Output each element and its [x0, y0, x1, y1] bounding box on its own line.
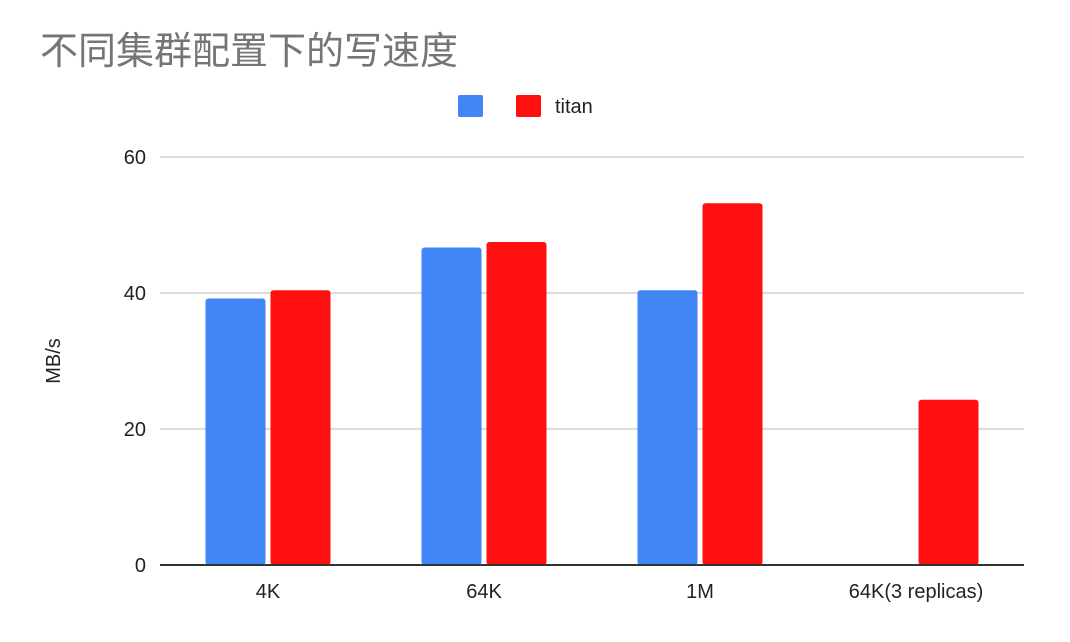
- legend-swatch: [458, 95, 483, 117]
- bar-series-1-1M: [637, 290, 698, 565]
- legend-label: titan: [555, 96, 593, 118]
- y-tick-labels: 0 20 40 60: [124, 147, 146, 577]
- y-tick-label: 60: [124, 147, 146, 169]
- bars: [205, 203, 979, 566]
- bar-titan-1M: [702, 203, 763, 566]
- chart-title: 不同集群配置下的写速度: [40, 29, 459, 73]
- y-tick-label: 0: [135, 555, 146, 577]
- x-tick-label: 4K: [256, 581, 281, 603]
- x-tick-labels: 4K 64K 1M 64K(3 replicas): [256, 581, 983, 603]
- legend-swatch: [516, 95, 541, 117]
- y-tick-label: 40: [124, 283, 146, 305]
- bar-titan-64K: [486, 242, 547, 565]
- bar-titan-4K: [270, 290, 331, 565]
- y-axis-title: MB/s: [43, 338, 65, 384]
- bar-series-1-64K: [421, 247, 482, 565]
- x-tick-label: 64K: [466, 581, 502, 603]
- legend: titan: [458, 95, 593, 118]
- y-tick-label: 20: [124, 419, 146, 441]
- x-tick-label: 1M: [686, 581, 714, 603]
- bar-titan-64K(3 replicas): [918, 399, 979, 565]
- x-tick-label: 64K(3 replicas): [849, 581, 984, 603]
- bar-series-1-4K: [205, 298, 266, 565]
